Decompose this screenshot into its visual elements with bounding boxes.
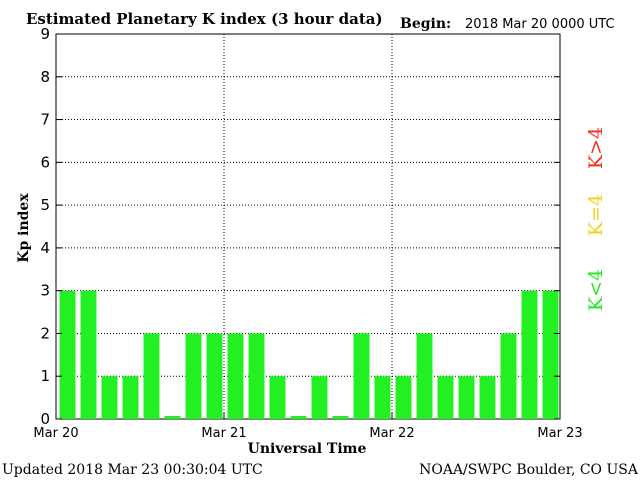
x-axis-ticks: Mar 20 Mar 21 Mar 22 Mar 23 xyxy=(33,413,583,441)
bar-19 xyxy=(458,376,475,419)
y-tick-label-3: 3 xyxy=(40,282,50,300)
x-tick-label-1: Mar 21 xyxy=(201,426,246,441)
bar-10 xyxy=(269,376,286,419)
credit-text: NOAA/SWPC Boulder, CO USA xyxy=(419,462,639,478)
x-tick-label-3: Mar 23 xyxy=(537,426,582,441)
bar-17 xyxy=(416,333,433,419)
vertical-gridlines xyxy=(223,34,393,419)
bar-0 xyxy=(59,290,76,419)
y-tick-label-8: 8 xyxy=(40,68,50,86)
bar-20 xyxy=(479,376,496,419)
bar-21 xyxy=(500,333,517,419)
y-axis-title: Kp index xyxy=(16,193,32,263)
chart-title: Estimated Planetary K index (3 hour data… xyxy=(26,10,383,28)
legend-k-equal-4: K=4 xyxy=(585,194,607,236)
bar-1 xyxy=(80,290,97,419)
bar-22 xyxy=(521,290,538,419)
bar-3 xyxy=(122,376,139,419)
begin-label: Begin: xyxy=(400,16,451,32)
y-tick-label-2: 2 xyxy=(40,324,50,342)
plot-frame xyxy=(55,33,561,420)
y-axis-ticks: 0 1 2 3 4 5 6 7 8 9 xyxy=(40,25,560,428)
bar-23 xyxy=(542,290,559,419)
bar-15 xyxy=(374,376,391,419)
bar-series xyxy=(59,290,559,419)
bar-5 xyxy=(164,416,181,419)
bar-6 xyxy=(185,333,202,419)
bar-4 xyxy=(143,333,160,419)
bar-8 xyxy=(227,333,244,419)
y-tick-label-5: 5 xyxy=(40,196,50,214)
y-tick-label-0: 0 xyxy=(40,410,50,428)
x-tick-label-0: Mar 20 xyxy=(33,426,78,441)
y-tick-label-7: 7 xyxy=(40,111,50,129)
bar-16 xyxy=(395,376,412,419)
legend-k-greater-4: K>4 xyxy=(585,127,607,169)
bar-14 xyxy=(353,333,370,419)
begin-value: 2018 Mar 20 0000 UTC xyxy=(465,17,615,32)
x-axis-title: Universal Time xyxy=(248,441,367,457)
y-tick-label-1: 1 xyxy=(40,367,50,385)
y-tick-label-9: 9 xyxy=(40,25,50,43)
bar-12 xyxy=(311,376,328,419)
y-tick-label-4: 4 xyxy=(40,239,50,257)
updated-text: Updated 2018 Mar 23 00:30:04 UTC xyxy=(2,462,263,478)
bar-2 xyxy=(101,376,118,419)
bar-13 xyxy=(332,416,349,419)
bar-9 xyxy=(248,333,265,419)
bar-7 xyxy=(206,333,223,419)
bar-18 xyxy=(437,376,454,419)
horizontal-gridlines xyxy=(56,76,560,377)
x-tick-label-2: Mar 22 xyxy=(369,426,414,441)
bar-11 xyxy=(290,416,307,419)
legend-k-less-4: K<4 xyxy=(585,269,607,311)
y-tick-label-6: 6 xyxy=(40,153,50,171)
